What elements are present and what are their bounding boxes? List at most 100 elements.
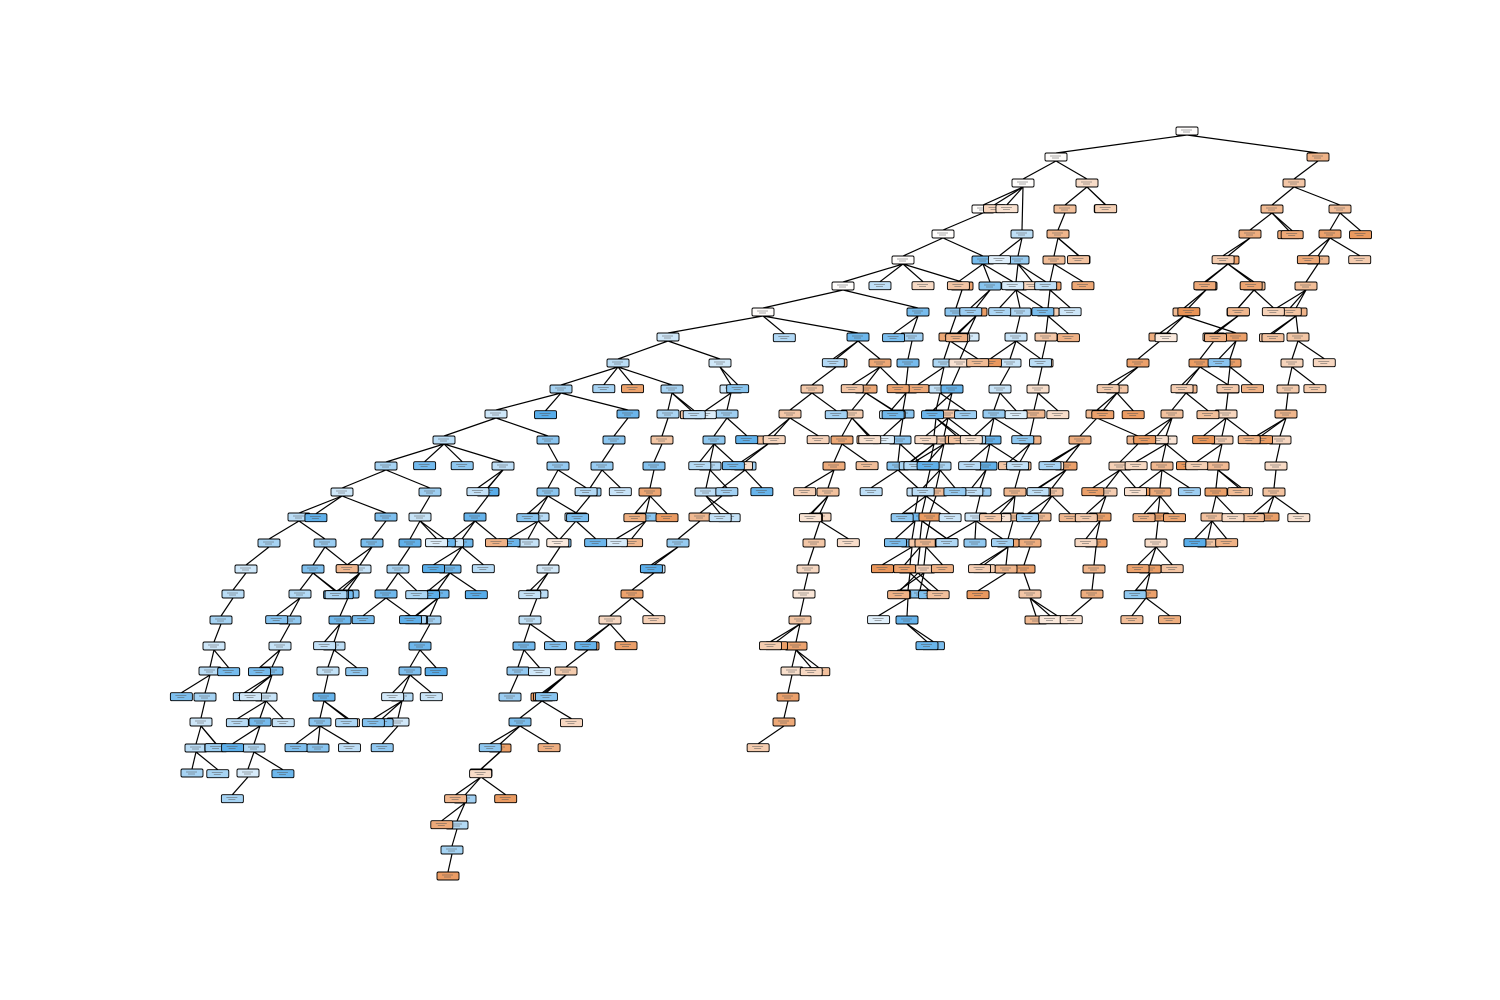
- tree-node: [308, 717, 332, 727]
- node-box: [1274, 409, 1298, 419]
- tree-edge: [601, 443, 615, 463]
- tree-node: [966, 358, 990, 368]
- node-box: [890, 513, 914, 523]
- tree-edge: [341, 495, 387, 514]
- tree-node: [413, 461, 437, 471]
- tree-edge: [1215, 315, 1239, 335]
- node-box: [1068, 435, 1092, 445]
- tree-node: [914, 538, 938, 548]
- node-box: [418, 487, 442, 497]
- tree-edge: [895, 520, 916, 540]
- tree-edge: [1185, 392, 1209, 412]
- tree-edge: [209, 649, 215, 668]
- node-box: [1080, 589, 1104, 599]
- tree-edge: [1329, 237, 1361, 257]
- tree-edge: [906, 623, 934, 643]
- tree-edge: [947, 392, 953, 411]
- tree-edge: [799, 597, 805, 617]
- tree-edge: [1165, 417, 1173, 437]
- tree-edge: [970, 289, 991, 309]
- node-box: [998, 358, 1022, 368]
- tree-edge: [1045, 315, 1049, 334]
- tree-node: [772, 333, 796, 343]
- tree-node: [886, 384, 910, 394]
- node-box: [1160, 564, 1184, 574]
- node-box: [988, 255, 1011, 265]
- tree-edge: [879, 366, 899, 386]
- tree-node: [1067, 255, 1090, 265]
- node-box: [236, 768, 260, 778]
- node-box: [682, 410, 706, 420]
- node-box: [958, 461, 982, 471]
- node-box: [959, 435, 983, 445]
- tree-node: [1008, 307, 1032, 317]
- node-box: [351, 615, 375, 625]
- node-box: [650, 435, 674, 445]
- tree-node: [536, 564, 560, 574]
- node-box: [1237, 435, 1261, 445]
- tree-edge: [1287, 366, 1293, 386]
- tree-edge: [424, 443, 445, 463]
- tree-node: [566, 513, 590, 523]
- node-box: [1280, 230, 1304, 240]
- tree-edge: [1027, 495, 1053, 515]
- tree-node: [1237, 435, 1261, 445]
- node-box: [1348, 255, 1372, 265]
- tree-edge: [1217, 443, 1223, 463]
- node-box: [1046, 410, 1070, 420]
- tree-edge: [757, 725, 785, 745]
- tree-node: [831, 281, 855, 291]
- tree-node: [450, 461, 474, 471]
- node-box: [995, 204, 1019, 214]
- tree-edge: [324, 546, 348, 566]
- tree-node: [708, 358, 732, 368]
- tree-edge: [807, 546, 815, 566]
- node-box: [836, 538, 860, 548]
- tree-edge: [295, 725, 321, 745]
- node-box: [620, 589, 644, 599]
- tree-node: [361, 718, 385, 728]
- tree-node: [189, 717, 213, 727]
- node-box: [639, 564, 663, 574]
- tree-edge: [541, 700, 572, 720]
- tree-node: [918, 512, 942, 522]
- tree-node: [1170, 384, 1194, 394]
- tree-edge: [713, 417, 728, 437]
- tree-node: [374, 512, 398, 522]
- tree-edge: [667, 315, 764, 334]
- tree-edge: [974, 520, 977, 540]
- tree-edge: [557, 469, 587, 489]
- tree-node: [304, 513, 328, 523]
- tree-edge: [1107, 366, 1139, 386]
- tree-edge: [1005, 546, 1009, 566]
- node-box: [1177, 307, 1201, 317]
- node-box: [1044, 152, 1068, 162]
- tree-edge: [932, 392, 953, 412]
- node-box: [1067, 255, 1090, 265]
- tree-node: [408, 512, 432, 522]
- tree-edge: [1049, 443, 1081, 463]
- tree-edge: [1295, 289, 1307, 309]
- tree-edge: [333, 623, 341, 643]
- tree-node: [915, 641, 939, 651]
- tree-edge: [527, 495, 549, 515]
- tree-edge: [1095, 520, 1101, 540]
- node-box: [798, 513, 822, 523]
- tree-edge: [547, 443, 559, 463]
- tree-node: [1261, 333, 1285, 343]
- tree-node: [1094, 204, 1118, 214]
- tree-node: [313, 538, 337, 548]
- node-box: [220, 794, 244, 804]
- tree-edge: [909, 443, 935, 463]
- tree-edge: [461, 546, 484, 566]
- tree-node: [840, 384, 864, 394]
- node-box: [574, 487, 598, 497]
- node-box: [1026, 487, 1050, 497]
- tree-edge: [443, 443, 463, 463]
- tree-edge: [381, 725, 399, 745]
- node-box: [867, 615, 891, 625]
- node-box: [1306, 152, 1330, 162]
- node-box: [1154, 333, 1178, 343]
- tree-node: [715, 409, 739, 419]
- node-box: [469, 769, 493, 779]
